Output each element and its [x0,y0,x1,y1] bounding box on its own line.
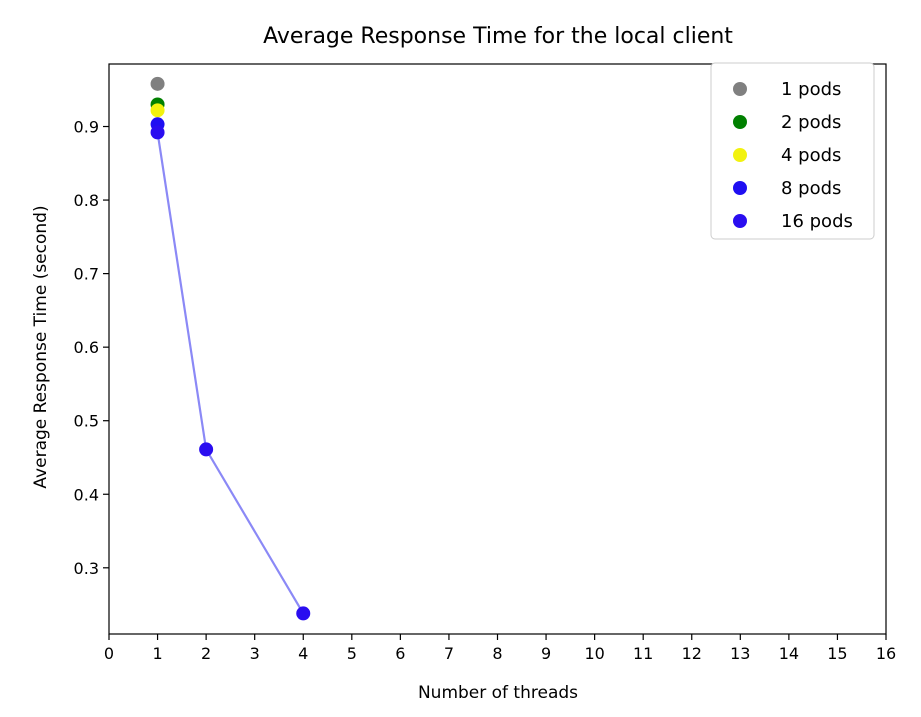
y-tick-label: 0.9 [74,118,99,137]
legend-label: 16 pods [781,211,853,232]
data-point [150,103,165,118]
x-tick-label: 13 [730,644,750,663]
legend-label: 4 pods [781,145,841,166]
legend-label: 1 pods [781,79,841,100]
x-tick-label: 12 [682,644,702,663]
x-tick-label: 11 [633,644,653,663]
chart-title: Average Response Time for the local clie… [263,24,733,49]
x-tick-label: 1 [152,644,162,663]
x-tick-label: 3 [250,644,260,663]
x-tick-label: 6 [395,644,405,663]
legend-label: 8 pods [781,178,841,199]
data-point [150,125,165,140]
legend-box [710,62,875,240]
series-line [156,132,305,614]
x-tick-label: 15 [827,644,847,663]
x-tick-label: 8 [492,644,502,663]
legend-marker [733,82,747,96]
y-tick-label: 0.8 [74,191,99,210]
y-tick-label: 0.4 [74,485,99,504]
legend-label: 2 pods [781,112,841,133]
legend-marker [733,214,747,228]
legend-marker [733,148,747,162]
y-tick-label: 0.6 [74,338,99,357]
x-tick-label: 9 [541,644,551,663]
plot-layer: 0 1 2 3 4 5 6 7 8 9 10 11 12 13 14 15 160.30.40.50.60.70… [74,63,896,663]
data-point [296,606,311,621]
x-tick-label: 2 [201,644,211,663]
legend: 1 pods 2 pods 4 pods 8 pods 16 pods [710,62,875,240]
y-tick-label: 0.5 [74,412,99,431]
x-tick-label: 7 [444,644,454,663]
x-axis-label: Number of threads [418,683,578,703]
data-point [150,76,165,91]
x-tick-label: 5 [347,644,357,663]
y-tick-label: 0.3 [74,559,99,578]
x-tick-label: 16 [876,644,896,663]
x-tick-label: 0 [104,644,114,663]
data-point [199,442,214,457]
legend-marker [733,115,747,129]
x-tick-label: 10 [584,644,604,663]
x-tick-label: 14 [779,644,799,663]
x-tick-label: 4 [298,644,308,663]
y-tick-label: 0.7 [74,265,99,284]
y-axis-label: Average Response Time (second) [31,205,51,488]
legend-marker [733,181,747,195]
